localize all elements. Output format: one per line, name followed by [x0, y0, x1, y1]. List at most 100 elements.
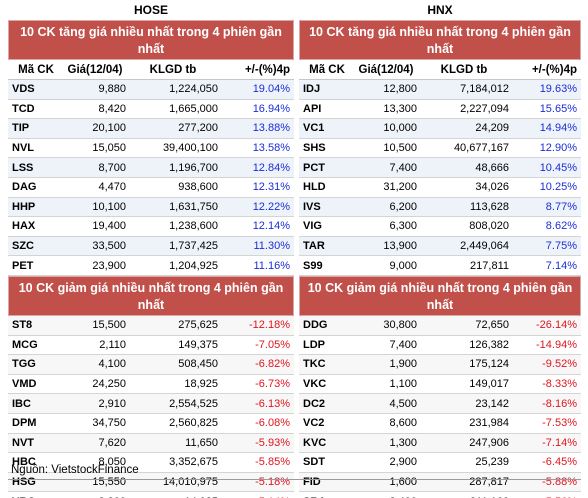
avg-volume: 217,811 — [470, 259, 509, 272]
change-pct: -5.93% — [255, 436, 290, 449]
price: 9,880 — [98, 83, 126, 96]
stock-code: TAR — [303, 240, 325, 253]
avg-volume: 24,209 — [475, 122, 509, 135]
source-note: Nguồn: VietstockFinance — [8, 462, 581, 480]
avg-volume: 2,560,825 — [169, 417, 218, 430]
change-pct: 14.94% — [539, 122, 577, 135]
col-volume: KLGD tb — [149, 63, 197, 76]
stock-code: HBC — [12, 456, 36, 469]
table-row: DAG 4,470 938,600 12.31% — [8, 177, 294, 198]
avg-volume: 1,665,000 — [169, 102, 218, 115]
avg-volume: 25,239 — [475, 456, 509, 469]
avg-volume: 175,124 — [469, 358, 509, 371]
avg-volume: 39,400,100 — [162, 142, 218, 155]
stock-code: HSG — [12, 475, 36, 488]
change-pct: 12.90% — [539, 142, 577, 155]
hose-gainers-heading: 10 CK tăng giá nhiều nhất trong 4 phiên … — [8, 20, 294, 60]
table-row: DC2 4,500 23,142 -8.16% — [299, 394, 581, 414]
change-pct: 7.75% — [545, 240, 577, 253]
stock-code: SRA — [299, 496, 355, 498]
avg-volume: 149,017 — [469, 378, 509, 391]
table-row: ST8 15,500 275,625 -12.18% — [8, 315, 294, 336]
table-row: HHP 10,100 1,631,750 12.22% — [8, 197, 294, 218]
stock-code: MCG — [12, 338, 38, 351]
change-pct: 13.88% — [252, 122, 290, 135]
change-pct: 16.94% — [252, 102, 290, 115]
price: 2,110 — [99, 338, 126, 351]
table-row: LSS 8,700 1,196,700 12.84% — [8, 158, 294, 178]
table-row: IDJ 12,800 7,184,012 19.63% — [299, 80, 581, 100]
change-pct: -5.85% — [255, 456, 290, 469]
table-row: VC1 10,000 24,209 14.94% — [299, 119, 581, 139]
hose-gainers-rows: VDS 9,880 1,224,050 19.04% TCD 8,420 1,665,000… — [8, 80, 294, 276]
change-pct: 12.22% — [252, 200, 290, 213]
table-row: NVL 15,050 39,400,100 13.58% — [8, 138, 294, 159]
avg-volume: 1,224,050 — [169, 83, 218, 96]
change-pct: -5.18% — [255, 475, 290, 488]
stock-code: HHP — [12, 200, 36, 213]
table-row: SRA3,400311,160-5.56% — [299, 492, 581, 498]
price: 8,300 — [64, 496, 128, 498]
change-pct: 12.14% — [252, 220, 290, 233]
change-pct: -6.13% — [255, 397, 290, 410]
table-row: VC2 8,600 231,984 -7.53% — [299, 413, 581, 434]
avg-volume: 14,010,975 — [162, 475, 218, 488]
avg-volume: 2,227,094 — [460, 102, 509, 115]
price: 10,000 — [383, 122, 417, 135]
table-row: SDT 2,900 25,239 -6.45% — [299, 453, 581, 473]
price: 8,050 — [98, 456, 126, 469]
stock-code: DPM — [12, 417, 37, 430]
stock-code: VC2 — [303, 417, 325, 430]
stock-code: LDP — [303, 338, 325, 351]
price: 24,250 — [92, 378, 126, 391]
price: 4,100 — [98, 358, 126, 371]
stock-code: DAG — [12, 181, 37, 194]
price: 8,700 — [98, 161, 126, 174]
change-pct: -5.14% — [220, 496, 294, 498]
price: 20,100 — [92, 122, 126, 135]
stock-code: S99 — [303, 259, 323, 272]
change-pct: 19.04% — [252, 83, 290, 96]
avg-volume: 277,200 — [178, 122, 218, 135]
avg-volume: 1,204,925 — [169, 259, 218, 272]
hnx-panel: 10 CK tăng giá nhiều nhất trong 4 phiên … — [299, 20, 581, 498]
price: 10,100 — [92, 200, 126, 213]
table-row: SHS 10,500 40,677,167 12.90% — [299, 138, 581, 159]
avg-volume: 231,984 — [469, 417, 509, 430]
price: 33,500 — [92, 240, 126, 253]
price: 1,300 — [389, 436, 417, 449]
change-pct: 7.14% — [545, 259, 577, 272]
price: 2,910 — [98, 397, 126, 410]
table-row: DDG 30,800 72,650 -26.14% — [299, 315, 581, 336]
change-pct: -6.73% — [255, 378, 290, 391]
price: 23,900 — [92, 259, 126, 272]
table-row: VMD 24,250 18,925 -6.73% — [8, 374, 294, 395]
price: 1,100 — [389, 378, 417, 391]
stock-code: NVT — [12, 436, 34, 449]
change-pct: -7.14% — [542, 436, 577, 449]
avg-volume: 938,600 — [178, 181, 218, 194]
stock-code: KVC — [303, 436, 327, 449]
table-row: API 13,300 2,227,094 15.65% — [299, 99, 581, 120]
change-pct: 8.62% — [545, 220, 577, 233]
table-row: TKC 1,900 175,124 -9.52% — [299, 355, 581, 375]
stock-code: PET — [12, 259, 34, 272]
col-change: +/-(%)4p — [531, 63, 577, 76]
hose-panel: 10 CK tăng giá nhiều nhất trong 4 phiên … — [8, 20, 294, 498]
change-pct: 13.58% — [252, 142, 290, 155]
stock-code: TCD — [12, 102, 35, 115]
stock-code: TIP — [12, 122, 30, 135]
stock-code: VKC — [303, 378, 327, 391]
change-pct: -6.45% — [542, 456, 577, 469]
table-row: HSG 15,550 14,010,975 -5.18% — [8, 472, 294, 493]
stock-code: NVL — [12, 142, 34, 155]
stock-code: SDT — [303, 456, 325, 469]
price: 8,600 — [389, 417, 417, 430]
change-pct: 11.16% — [253, 259, 291, 272]
price: 30,800 — [383, 319, 417, 332]
change-pct: 12.84% — [252, 161, 290, 174]
avg-volume: 48,666 — [475, 161, 509, 174]
avg-volume: 3,352,675 — [169, 456, 218, 469]
table-row: HAX 19,400 1,238,600 12.14% — [8, 217, 294, 237]
